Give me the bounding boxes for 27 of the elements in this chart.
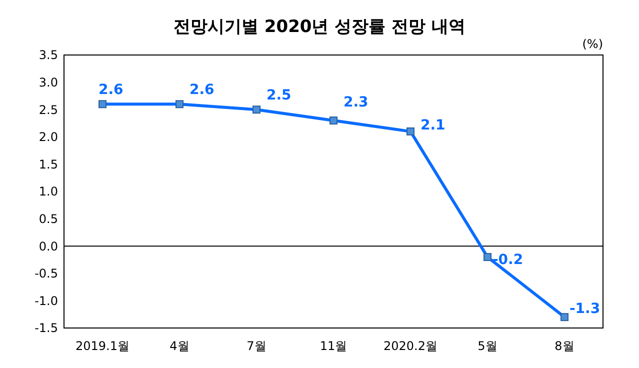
text: 2.0: [38, 130, 58, 144]
text: -0.5: [34, 266, 58, 281]
text: 3.0: [38, 76, 58, 90]
x-tick-label: 8월: [554, 339, 574, 353]
x-tick-label: 2019.1월: [76, 339, 130, 353]
x-tick-label: 2020.2월: [384, 339, 438, 353]
text: -1.0: [34, 294, 58, 308]
text: 2.5: [38, 102, 58, 117]
text: 3.5: [38, 48, 58, 62]
text: -1.5: [34, 321, 58, 336]
text: 1.5: [38, 157, 58, 172]
text: 0.0: [38, 239, 58, 254]
chart-title: 전망시기별 2020년 성장률 전망 내역: [174, 17, 466, 37]
data-label: 2.6: [190, 82, 214, 98]
y-axis-title: (%): [582, 37, 603, 51]
data-label: -0.2: [492, 252, 524, 268]
text: 1.0: [38, 184, 58, 199]
data-label: 2.5: [266, 88, 292, 104]
data-label: -1.3: [570, 301, 600, 318]
x-tick-label: 4월: [170, 339, 190, 353]
x-tick-label: 11월: [320, 339, 348, 353]
x-tick-label: 7월: [246, 339, 266, 353]
data-label: 2.3: [344, 94, 368, 111]
data-label: 2.6: [98, 82, 124, 98]
data-label: 2.1: [420, 117, 446, 134]
x-tick-label: 5월: [478, 339, 498, 353]
text: 0.5: [38, 212, 58, 226]
